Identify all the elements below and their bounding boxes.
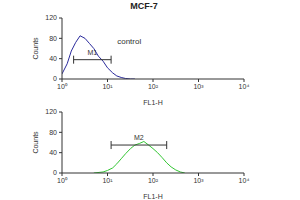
svg-text:10¹: 10¹ xyxy=(102,177,113,184)
svg-text:control: control xyxy=(117,37,141,46)
svg-text:10²: 10² xyxy=(148,83,159,90)
svg-text:0: 0 xyxy=(53,75,57,82)
svg-text:10³: 10³ xyxy=(193,83,204,90)
svg-text:80: 80 xyxy=(49,35,57,42)
svg-text:Counts: Counts xyxy=(32,131,39,154)
svg-text:FL1-H: FL1-H xyxy=(143,193,162,199)
svg-text:80: 80 xyxy=(49,129,57,136)
svg-text:M2: M2 xyxy=(134,134,144,141)
svg-text:10³: 10³ xyxy=(193,177,204,184)
svg-text:40: 40 xyxy=(49,149,57,156)
svg-text:10⁴: 10⁴ xyxy=(239,177,250,184)
svg-text:0: 0 xyxy=(53,169,57,176)
svg-text:10²: 10² xyxy=(148,177,159,184)
svg-text:10¹: 10¹ xyxy=(102,83,113,90)
svg-text:10⁰: 10⁰ xyxy=(57,177,68,184)
svg-text:40: 40 xyxy=(49,55,57,62)
svg-text:M1: M1 xyxy=(87,49,97,56)
svg-text:120: 120 xyxy=(45,14,57,21)
svg-text:120: 120 xyxy=(45,108,57,115)
svg-text:10⁴: 10⁴ xyxy=(239,83,250,90)
svg-text:Counts: Counts xyxy=(32,37,39,60)
svg-text:FL1-H: FL1-H xyxy=(143,99,162,105)
svg-text:10⁰: 10⁰ xyxy=(57,83,68,90)
html-text:MCF-7: MCF-7 xyxy=(130,1,158,11)
